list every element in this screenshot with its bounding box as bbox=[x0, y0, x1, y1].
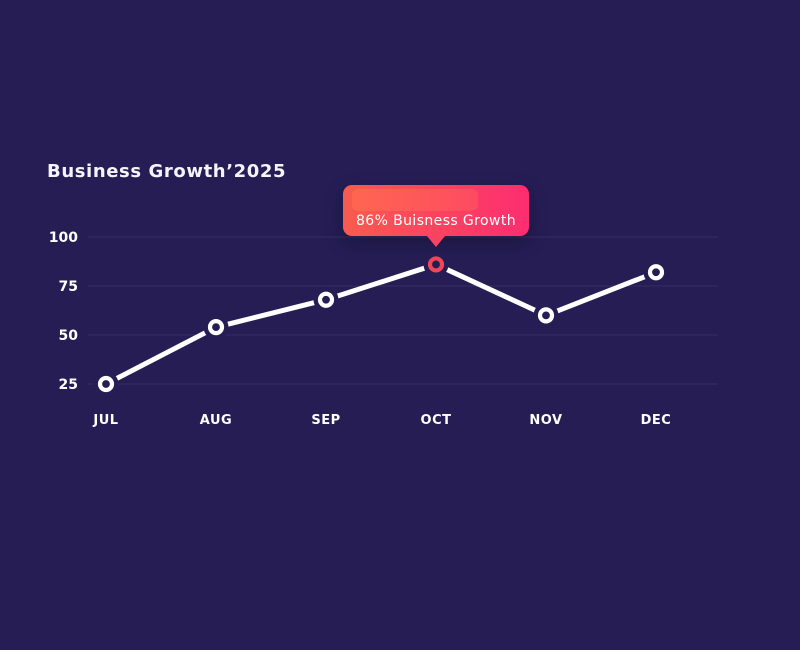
data-point-nov[interactable] bbox=[537, 307, 555, 324]
y-axis-tick-label-50: 50 bbox=[59, 328, 79, 344]
tooltip-text: 86% Buisness Growth bbox=[355, 213, 517, 229]
x-axis-label-aug: AUG bbox=[200, 413, 232, 428]
data-point-dec[interactable] bbox=[647, 264, 665, 281]
y-axis-tick-label-100: 100 bbox=[49, 230, 78, 246]
x-axis-label-dec: DEC bbox=[641, 413, 672, 428]
data-point-oct[interactable] bbox=[427, 256, 445, 273]
tooltip: 86% Buisness Growth bbox=[343, 185, 529, 247]
y-axis-tick-label-75: 75 bbox=[59, 279, 78, 295]
x-axis-label-oct: OCT bbox=[421, 413, 452, 428]
x-axis-label-sep: SEP bbox=[311, 413, 340, 428]
chart-title: Business Growth’2025 bbox=[47, 161, 287, 182]
tooltip-pointer-icon bbox=[427, 236, 445, 247]
data-point-jul[interactable] bbox=[97, 375, 115, 393]
tooltip-highlight bbox=[352, 189, 478, 211]
y-axis-tick-label-25: 25 bbox=[59, 377, 78, 393]
data-point-aug[interactable] bbox=[207, 319, 225, 336]
x-axis-label-nov: NOV bbox=[529, 413, 562, 428]
data-point-sep[interactable] bbox=[317, 291, 335, 308]
trend-line bbox=[103, 261, 659, 387]
x-axis-label-jul: JUL bbox=[92, 413, 118, 428]
